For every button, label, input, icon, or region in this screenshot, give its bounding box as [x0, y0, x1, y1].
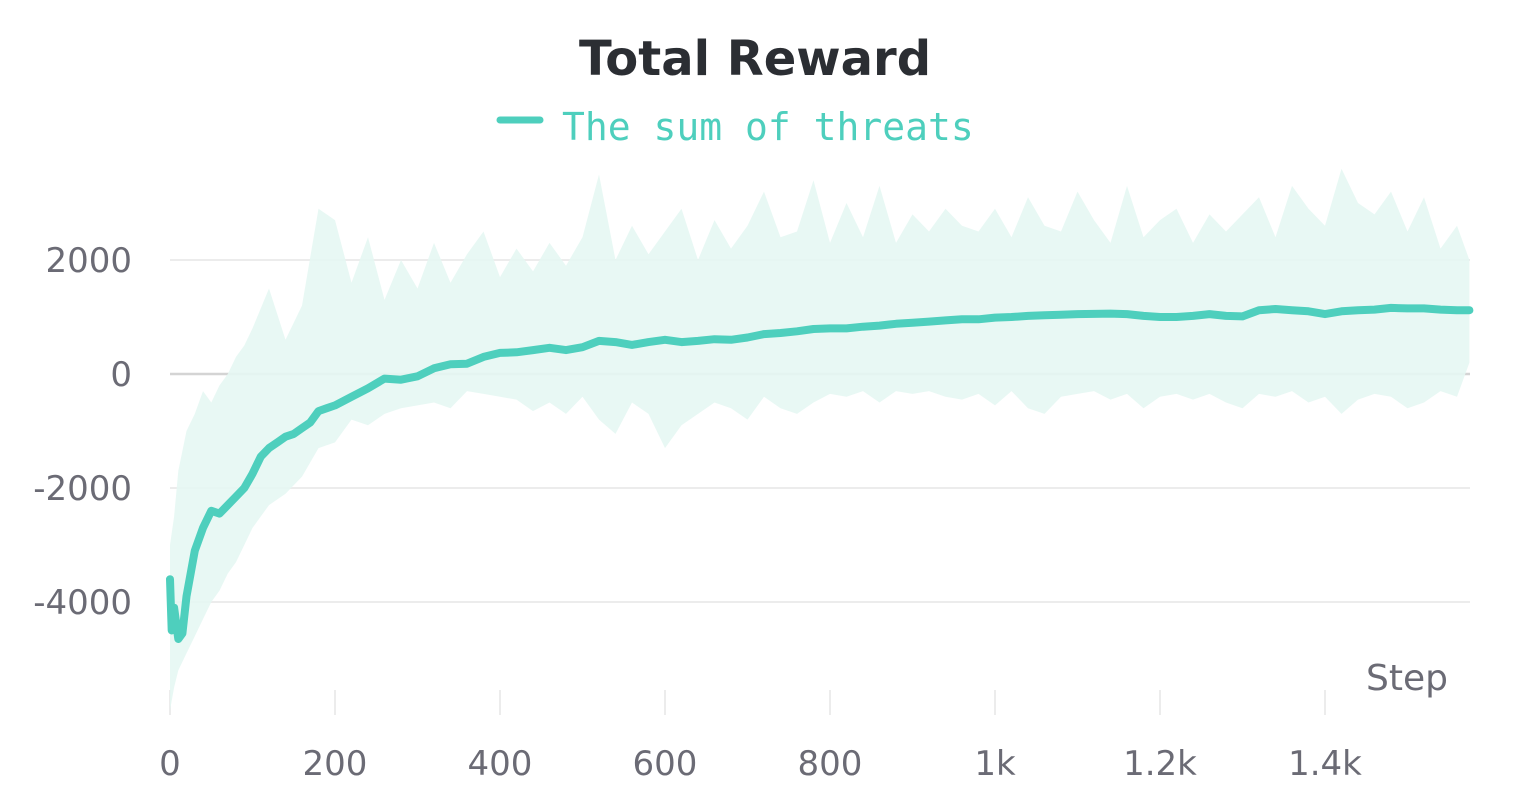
y-axis-ticks: 2000 0 -2000 -4000: [33, 241, 132, 623]
legend-label: The sum of threats: [562, 105, 974, 149]
x-tick-label: 800: [798, 744, 863, 784]
variance-band: [170, 168, 1470, 711]
y-tick-label: -4000: [33, 583, 132, 623]
legend: The sum of threats: [496, 105, 974, 149]
series-line: [166, 303, 1474, 643]
x-tick-label: 0: [159, 744, 181, 784]
x-axis-label: Step: [1366, 658, 1448, 699]
variance-band-area: [170, 168, 1470, 711]
x-tick-label: 400: [468, 744, 533, 784]
series-lines: [166, 303, 1474, 643]
y-tick-label: 0: [110, 355, 132, 395]
chart-title: Total Reward: [579, 31, 931, 87]
x-tick-label: 1.4k: [1288, 744, 1362, 784]
x-tick-label: 200: [303, 744, 368, 784]
x-tick-label: 600: [633, 744, 698, 784]
y-tick-label: -2000: [33, 469, 132, 509]
x-tick-label: 1k: [974, 744, 1016, 784]
x-axis-ticks: 0 200 400 600 800 1k 1.2k 1.4k: [159, 744, 1362, 784]
y-tick-label: 2000: [45, 241, 132, 281]
x-tick-label: 1.2k: [1123, 744, 1197, 784]
